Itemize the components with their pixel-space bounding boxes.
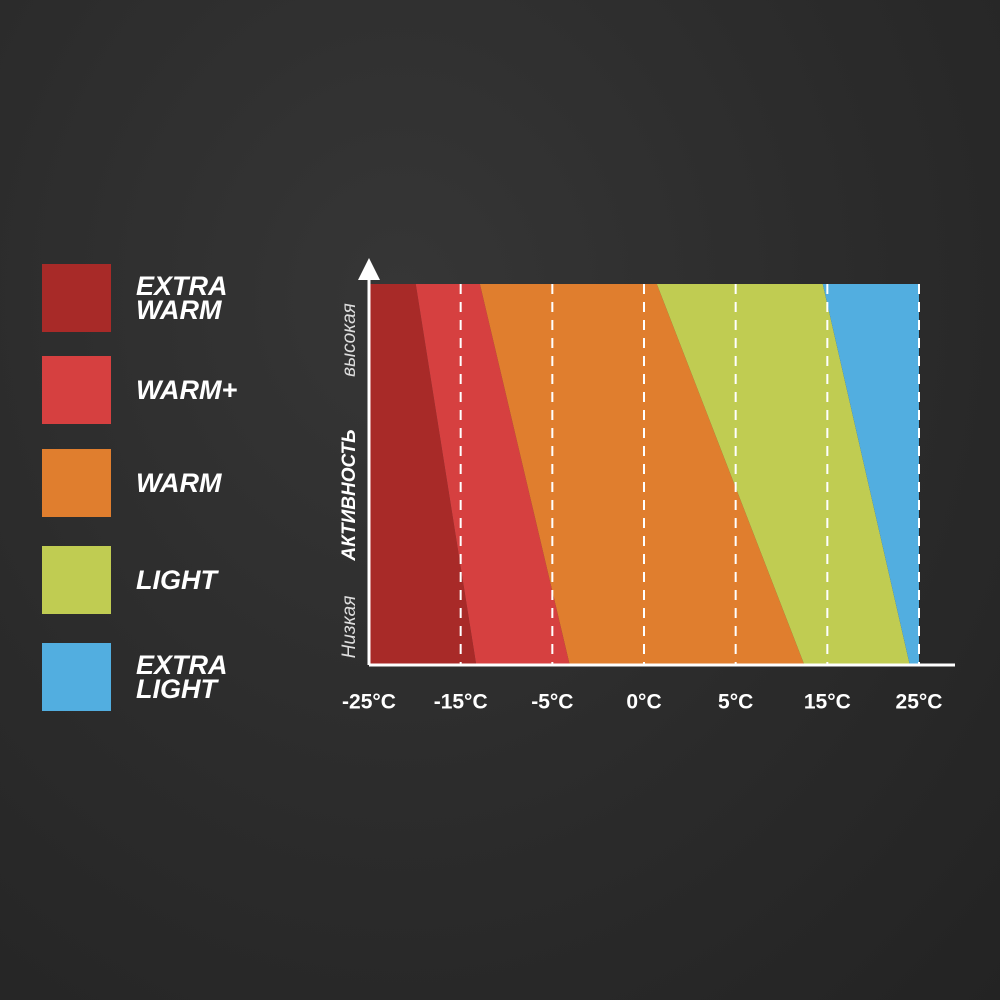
legend-item: WARM+ (42, 356, 276, 424)
y-axis-title: АКТИВНОСТЬ (339, 429, 360, 561)
band-region (369, 284, 477, 665)
legend-swatch (42, 546, 111, 614)
legend-label: WARM (136, 468, 222, 498)
band-region (656, 284, 910, 665)
legend-swatch (42, 264, 111, 332)
legend-swatch (42, 449, 111, 517)
x-tick-label: -15°C (434, 691, 488, 714)
legend-swatch (42, 643, 111, 711)
x-tick-label: 0°C (626, 691, 661, 714)
band-region (479, 284, 805, 665)
x-tick-label: 5°C (718, 691, 753, 714)
legend-label: LIGHT (136, 565, 217, 595)
x-tick-label: -25°C (342, 691, 396, 714)
legend-swatch (42, 356, 111, 424)
legend-label: EXTRA LIGHT (136, 650, 227, 704)
band-region (822, 284, 919, 665)
legend-label: EXTRA WARM (136, 271, 227, 325)
x-tick-label: 15°C (804, 691, 851, 714)
y-axis-labels: Низкая АКТИВНОСТЬ высокая (339, 303, 360, 658)
legend-item: EXTRA WARM (42, 264, 276, 332)
y-low-label: Низкая (339, 596, 360, 659)
legend-item: EXTRA LIGHT (42, 643, 276, 711)
x-tick-label: -5°C (531, 691, 573, 714)
x-tick-label: 25°C (896, 691, 943, 714)
axis-arrow (358, 258, 380, 280)
legend-label: WARM+ (136, 375, 238, 405)
y-high-label: высокая (339, 303, 360, 377)
band-region (415, 284, 570, 665)
legend-item: LIGHT (42, 546, 276, 614)
legend-item: WARM (42, 449, 276, 517)
